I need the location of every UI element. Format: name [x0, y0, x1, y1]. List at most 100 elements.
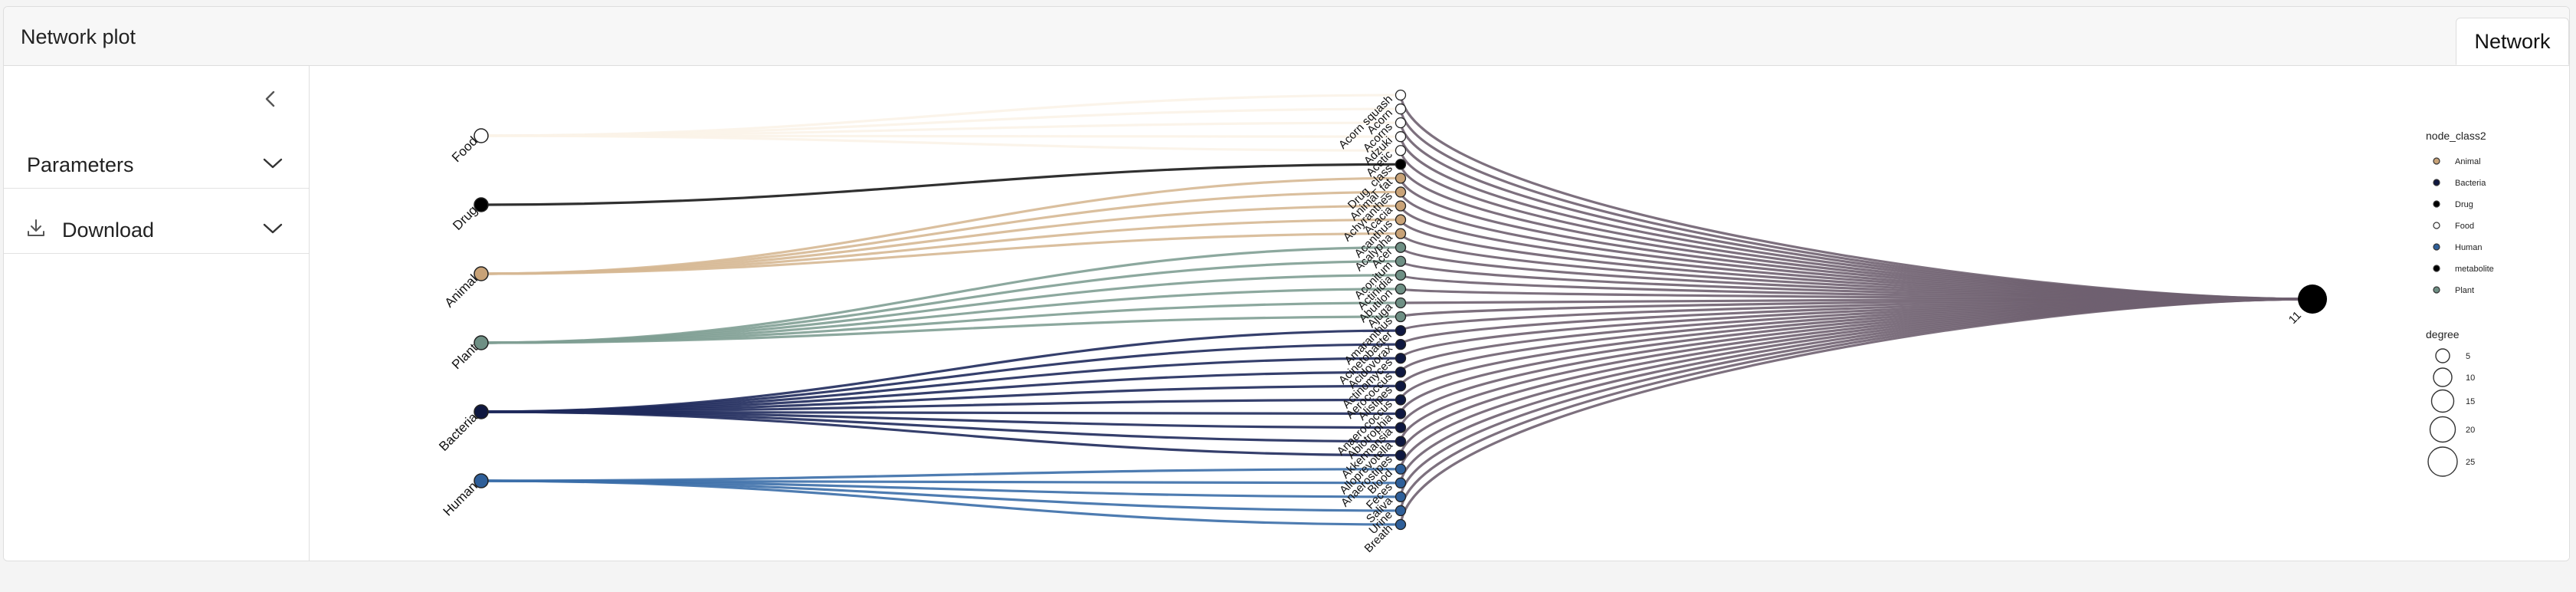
- legend-node-class-swatch: [2433, 222, 2440, 229]
- middle-node: [1395, 380, 1407, 392]
- middle-node: [1395, 214, 1407, 225]
- accordion-download-label: Download: [62, 219, 155, 242]
- accordion-parameters[interactable]: Parameters: [4, 140, 309, 186]
- middle-node: [1395, 505, 1407, 517]
- legend-node-class-label: Animal: [2455, 157, 2481, 166]
- legend-node-class-label: Plant: [2455, 286, 2474, 295]
- middle-node: [1395, 200, 1407, 212]
- edge-source-middle: [480, 232, 1401, 275]
- source-node: [474, 197, 489, 212]
- source-node: [474, 128, 489, 143]
- edge-source-middle: [480, 176, 1401, 275]
- legend-node-class-label: Bacteria: [2455, 179, 2486, 188]
- legend-degree-label: 15: [2466, 397, 2475, 406]
- middle-node: [1395, 186, 1407, 198]
- edge-source-middle: [480, 468, 1401, 482]
- middle-node: [1395, 297, 1407, 309]
- legend: node_class2 Animal Bacteria Drug Food Human me…: [2426, 130, 2494, 477]
- edge-source-middle: [480, 357, 1401, 413]
- legend-degree-label: 25: [2466, 458, 2475, 467]
- middle-node: [1395, 477, 1407, 488]
- edge-source-middle: [480, 204, 1401, 275]
- source-node: [474, 404, 489, 419]
- legend-node-class-title: node_class2: [2426, 130, 2486, 142]
- accordion-divider: [4, 188, 309, 189]
- middle-node: [1395, 103, 1407, 115]
- chevron-down-icon: [263, 223, 283, 234]
- middle-node: [1395, 311, 1407, 323]
- legend-node-class-swatch: [2433, 265, 2440, 272]
- chevron-left-icon: [265, 90, 275, 107]
- edge-source-middle: [480, 343, 1401, 413]
- middle-node: [1395, 491, 1407, 503]
- middle-node: [1395, 518, 1407, 531]
- middle-node: [1395, 131, 1407, 143]
- middle-node: [1395, 283, 1407, 295]
- hub-node: [2298, 284, 2327, 314]
- legend-node-class-label: metabolite: [2455, 265, 2494, 274]
- middle-node: [1395, 449, 1407, 461]
- edge-source-middle: [480, 410, 1401, 457]
- legend-node-class-swatch: [2433, 243, 2440, 251]
- accordion-divider: [4, 253, 309, 254]
- middle-node: [1395, 117, 1407, 129]
- middle-node: [1395, 422, 1407, 433]
- edge-middle-hub: [1399, 298, 2313, 525]
- middle-node: [1395, 339, 1407, 350]
- chevron-down-icon: [263, 158, 283, 169]
- network-plot-area: Food Drug Animal Plant Bacteria Human Acorn sq…: [310, 66, 2569, 561]
- legend-degree-label: 20: [2466, 426, 2475, 435]
- legend-node-class-label: Food: [2455, 222, 2474, 231]
- page-title: Network plot: [21, 25, 136, 48]
- middle-node: [1395, 394, 1407, 406]
- legend-degree-swatch: [2433, 367, 2453, 387]
- legend-degree-swatch: [2429, 416, 2456, 443]
- middle-node: [1395, 145, 1407, 156]
- legend-degree-swatch: [2435, 348, 2450, 363]
- middle-node: [1395, 89, 1407, 101]
- node-group: [474, 89, 2327, 531]
- source-node: [474, 335, 489, 350]
- tab-network[interactable]: Network: [2456, 18, 2569, 65]
- accordion-download[interactable]: Download: [4, 206, 309, 252]
- middle-node: [1395, 324, 1407, 337]
- edge-source-middle: [480, 190, 1401, 275]
- middle-node: [1395, 269, 1407, 281]
- download-icon: [28, 219, 44, 236]
- edge-source-middle: [480, 246, 1401, 344]
- sidebar-collapse-button[interactable]: [260, 87, 281, 110]
- legend-degree-label: 10: [2466, 373, 2475, 383]
- edge-source-middle: [480, 134, 1401, 152]
- legend-node-class-swatch: [2433, 286, 2440, 294]
- middle-node: [1395, 463, 1407, 475]
- middle-node: [1395, 173, 1407, 184]
- source-node-label: Human: [441, 479, 480, 518]
- source-node: [474, 473, 489, 488]
- source-node: [474, 266, 489, 281]
- edge-source-middle: [480, 315, 1401, 344]
- card-header: Network plot Network: [4, 7, 2569, 66]
- middle-node: [1395, 436, 1407, 447]
- legend-degree-label: 5: [2466, 352, 2470, 361]
- middle-node: [1395, 242, 1407, 253]
- hub-node-label: 11: [2286, 309, 2304, 327]
- legend-degree-title: degree: [2426, 328, 2460, 340]
- legend-node-class-swatch: [2433, 179, 2440, 186]
- legend-node-class-label: Human: [2455, 243, 2482, 252]
- edge-source-middle: [480, 479, 1401, 526]
- legend-degree-swatch: [2430, 389, 2455, 413]
- source-node-label: Bacteria: [436, 409, 480, 454]
- middle-node: [1395, 255, 1407, 267]
- middle-node: [1395, 408, 1407, 419]
- middle-node: [1395, 159, 1407, 170]
- network-card: Network plot Network Parameters Download: [3, 6, 2570, 561]
- accordion-parameters-label: Parameters: [27, 153, 134, 176]
- middle-node: [1395, 367, 1407, 378]
- middle-node: [1395, 353, 1407, 364]
- legend-node-class-label: Drug: [2455, 200, 2473, 209]
- edge-group: [480, 94, 2313, 526]
- edge-source-middle: [480, 274, 1401, 344]
- legend-node-class-swatch: [2433, 200, 2440, 208]
- middle-node: [1395, 228, 1407, 239]
